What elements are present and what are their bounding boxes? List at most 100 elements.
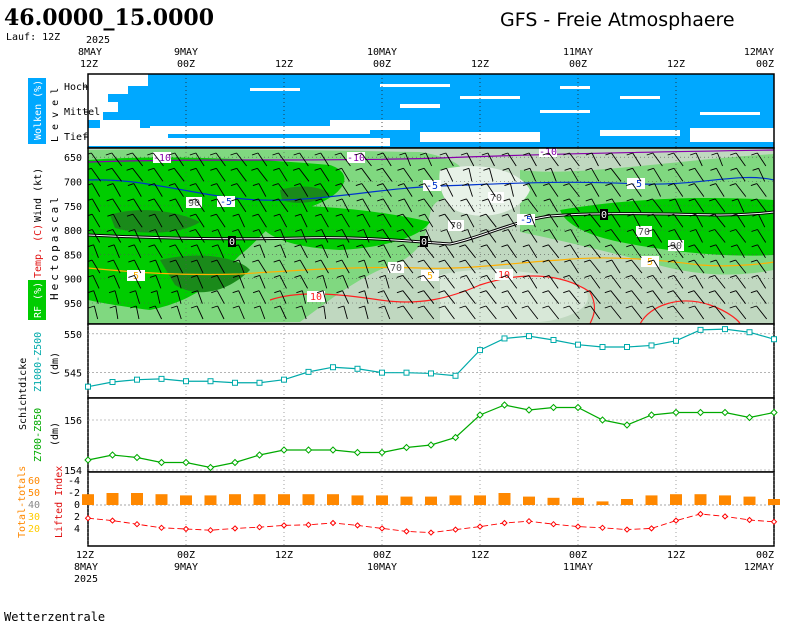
wind-barb	[195, 213, 205, 228]
wind-barb-flag	[211, 229, 219, 232]
thickness-point	[525, 406, 533, 414]
wind-barb-flag	[460, 152, 468, 156]
wind-barb-flag	[189, 198, 196, 202]
wind-barb-flag	[438, 305, 445, 309]
wind-barb-flag	[419, 152, 427, 156]
thickness-point	[182, 458, 190, 467]
wind-barb-flag	[752, 167, 759, 171]
wind-barb-flag	[647, 213, 654, 217]
thickness-point	[526, 333, 532, 340]
totals-tick: 30	[28, 512, 40, 523]
wind-barb-flag	[294, 198, 301, 202]
wind-barb-flag	[502, 229, 509, 232]
lifted-index-point	[133, 520, 141, 528]
wind-barb	[735, 229, 747, 243]
wind-barb-flag	[667, 167, 675, 171]
isotherm-plus5	[88, 257, 774, 276]
wind-barb-flag	[316, 290, 324, 294]
wind-barb	[673, 183, 684, 197]
wind-barb	[652, 305, 664, 320]
cloud-cover-patch	[150, 126, 370, 134]
cloud-cover-patch	[620, 96, 660, 99]
wind-barb-flag	[337, 305, 344, 309]
wind-barb-flag	[646, 198, 653, 202]
wind-barb-flag	[542, 290, 549, 294]
wind-barb	[652, 198, 664, 213]
wind-barb	[195, 198, 205, 213]
wind-barb	[653, 259, 662, 274]
wind-barb	[383, 290, 392, 304]
wind-barb-flag	[564, 244, 571, 248]
wind-barb-flag	[564, 229, 571, 232]
wind-barb	[486, 183, 496, 197]
wind-barb-flag	[542, 244, 549, 248]
wind-barb-flag	[690, 152, 697, 156]
thickness-point	[427, 441, 435, 449]
wind-barb-flag	[710, 259, 717, 263]
rh-dry-region	[439, 166, 530, 216]
rh-label-bg	[636, 226, 652, 237]
wind-barb-flag	[376, 229, 383, 232]
wind-barb-flag	[232, 229, 239, 232]
wind-barb	[674, 198, 682, 213]
wind-barb-flag	[543, 183, 550, 187]
rh-label: 90	[188, 198, 200, 209]
wind-barb-flag	[148, 198, 155, 202]
wind-barb	[90, 152, 102, 167]
wind-barb-flag	[396, 259, 404, 263]
wind-barb-flag	[688, 305, 695, 309]
wind-barb	[715, 244, 725, 259]
wind-barb-flag	[667, 183, 675, 187]
wind-barb	[195, 152, 205, 167]
wind-barb-flag	[210, 259, 218, 263]
wind-barb	[591, 198, 600, 213]
wind-barb	[465, 259, 476, 274]
wind-barb	[672, 290, 684, 304]
thickness-point	[133, 453, 141, 462]
wind-barb	[569, 213, 580, 228]
bottom-tick-hour: 00Z	[373, 550, 391, 561]
wind-barb	[300, 214, 308, 228]
wind-barb	[590, 305, 601, 320]
wind-barb	[216, 183, 226, 197]
thickness-point	[255, 451, 264, 459]
wind-barb-flag	[625, 290, 632, 294]
wind-barb	[301, 290, 307, 304]
wind-barb	[488, 168, 494, 182]
wind-barb	[548, 275, 559, 289]
wind-barb-flag	[605, 213, 612, 217]
wind-barb	[113, 275, 121, 289]
wind-barb-flag	[501, 244, 508, 248]
wind-barb	[652, 152, 663, 167]
wind-barb	[589, 229, 601, 243]
isotherm-label-bg	[600, 209, 608, 220]
totals-bar	[253, 494, 266, 505]
wind-barb	[195, 168, 205, 182]
wind-barb	[610, 290, 622, 304]
wind-barb-flag	[397, 305, 404, 309]
lifted-index-point	[182, 525, 190, 533]
wind-barb	[591, 183, 600, 197]
wind-barb	[735, 183, 747, 197]
wind-barb	[507, 244, 517, 259]
wind-barb-flag	[272, 183, 279, 187]
wind-barb-flag	[377, 198, 384, 202]
wind-barb-flag	[479, 213, 487, 217]
top-tick-date: 11MAY	[563, 47, 593, 58]
wind-barb	[714, 275, 726, 289]
wind-barb	[134, 229, 142, 243]
wind-barb	[280, 244, 287, 258]
wind-barb	[342, 290, 350, 304]
wind-barb-flag	[336, 198, 343, 202]
wind-barb-flag	[105, 167, 113, 171]
wind-barb-flag	[293, 152, 300, 156]
wind-barb	[132, 168, 143, 182]
wind-barb-flag	[189, 213, 196, 217]
wind-barb-flag	[751, 244, 758, 248]
wind-barb-flag	[231, 198, 238, 202]
wind-barb-flag	[273, 305, 281, 309]
wind-barb-flag	[315, 213, 322, 217]
cloud-level-mittel: Mittel	[64, 107, 100, 118]
wind-barb-flag	[543, 198, 550, 202]
wind-barb-flag	[168, 152, 175, 156]
